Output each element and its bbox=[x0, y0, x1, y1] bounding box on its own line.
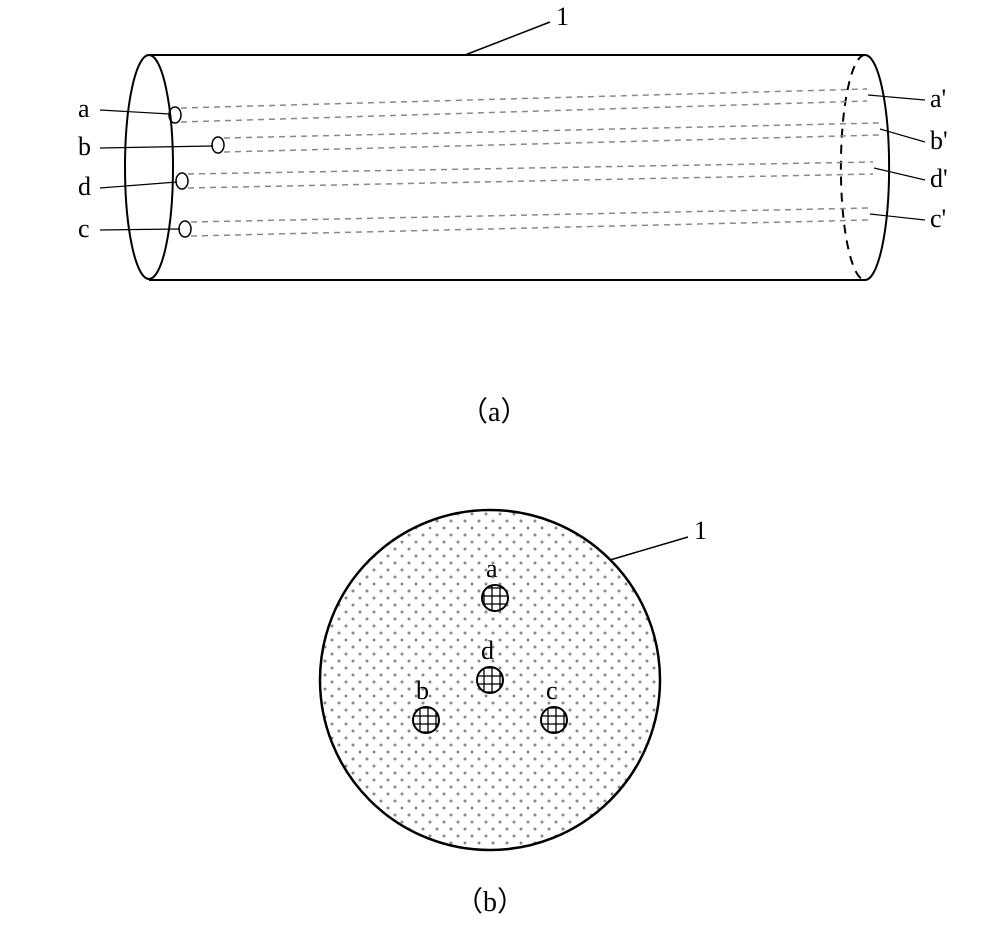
label-hole-a: a bbox=[486, 554, 498, 584]
hole-a-cross bbox=[482, 585, 508, 611]
hole-c-cross bbox=[541, 707, 567, 733]
label-hole-d: d bbox=[481, 636, 494, 666]
figure-b: a d b c 1 （b） bbox=[0, 0, 1000, 933]
label-hole-b: b bbox=[416, 676, 429, 706]
hole-d-cross bbox=[477, 667, 503, 693]
label-body-ref-b: 1 bbox=[694, 516, 707, 546]
crosssection-svg bbox=[0, 0, 1000, 933]
hole-b-cross bbox=[413, 707, 439, 733]
leader-1-b bbox=[610, 537, 688, 560]
caption-b: （b） bbox=[455, 880, 525, 920]
label-hole-c: c bbox=[546, 676, 558, 706]
